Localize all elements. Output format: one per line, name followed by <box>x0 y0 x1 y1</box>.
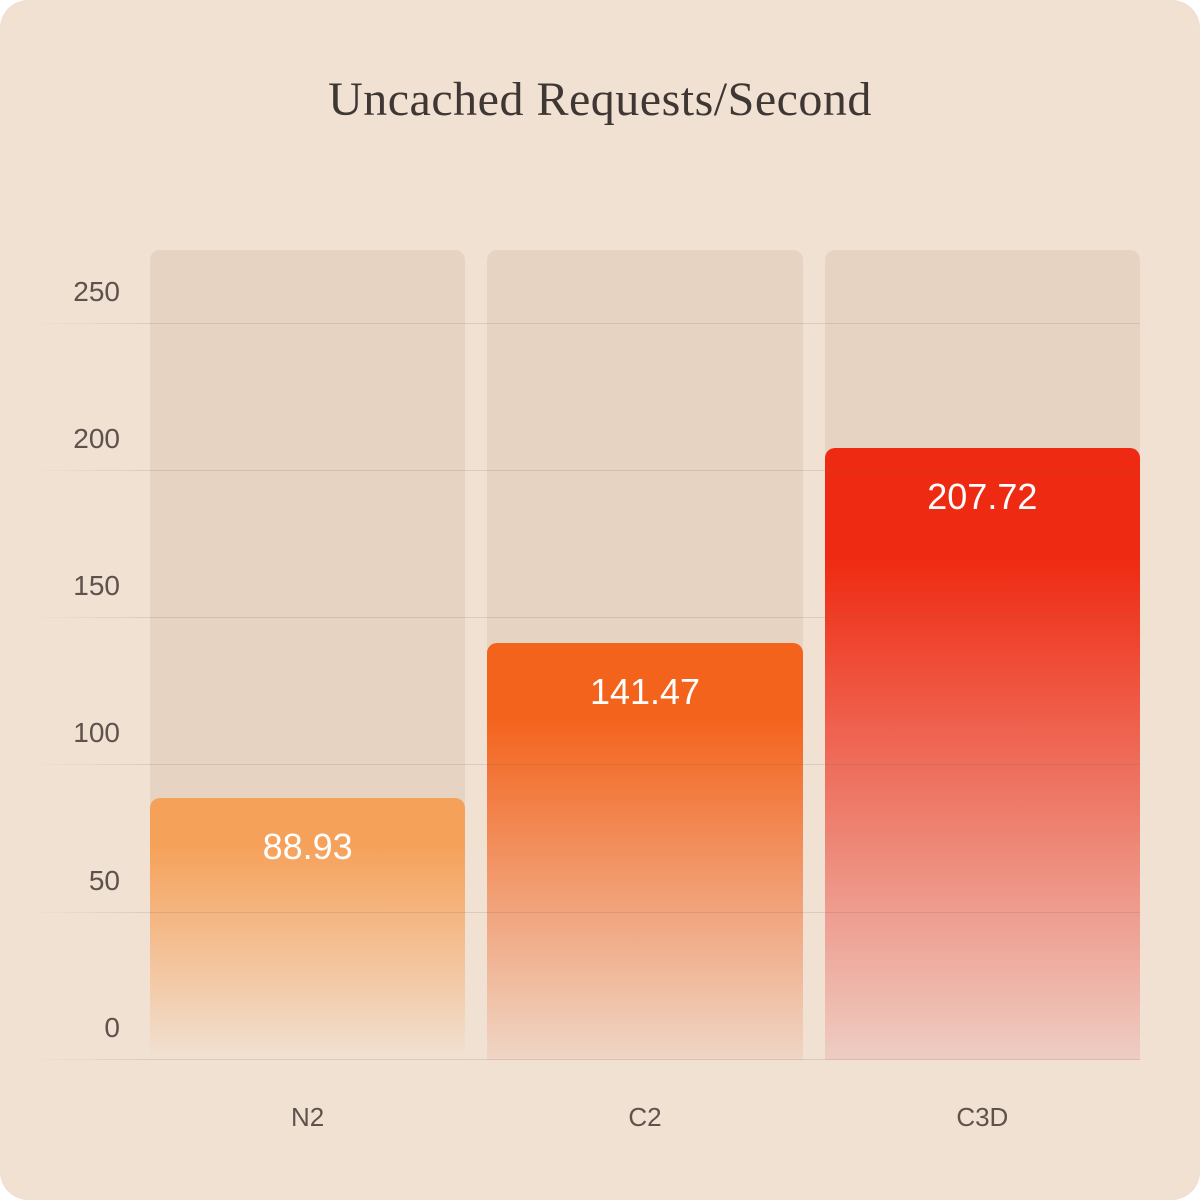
y-tick-label: 150 <box>73 570 120 602</box>
bar-value-label: 207.72 <box>825 476 1140 518</box>
chart-title: Uncached Requests/Second <box>0 0 1200 127</box>
y-axis: 0 50 100 150 200 250 <box>0 250 150 1060</box>
bar-slot: 141.47 <box>487 250 802 1060</box>
x-axis: N2C2C3D <box>150 1060 1140 1200</box>
y-tick-label: 0 <box>104 1012 120 1044</box>
y-tick-label: 50 <box>89 865 120 897</box>
bar-slot: 207.72 <box>825 250 1140 1060</box>
y-tick-label: 100 <box>73 717 120 749</box>
bar-slot: 88.93 <box>150 250 465 1060</box>
chart-card: Uncached Requests/Second 0 50 100 150 200 250… <box>0 0 1200 1200</box>
bar-value-label: 141.47 <box>487 671 802 713</box>
y-tick-label: 250 <box>73 276 120 308</box>
x-tick-label: C2 <box>487 1060 802 1200</box>
x-tick-label: C3D <box>825 1060 1140 1200</box>
chart-plot-area: 88.93 141.47 207.72 <box>150 250 1140 1060</box>
bar-value-label: 88.93 <box>150 826 465 868</box>
bars-container: 88.93 141.47 207.72 <box>150 250 1140 1060</box>
bar-fill <box>825 448 1140 1060</box>
y-tick-label: 200 <box>73 423 120 455</box>
x-tick-label: N2 <box>150 1060 465 1200</box>
